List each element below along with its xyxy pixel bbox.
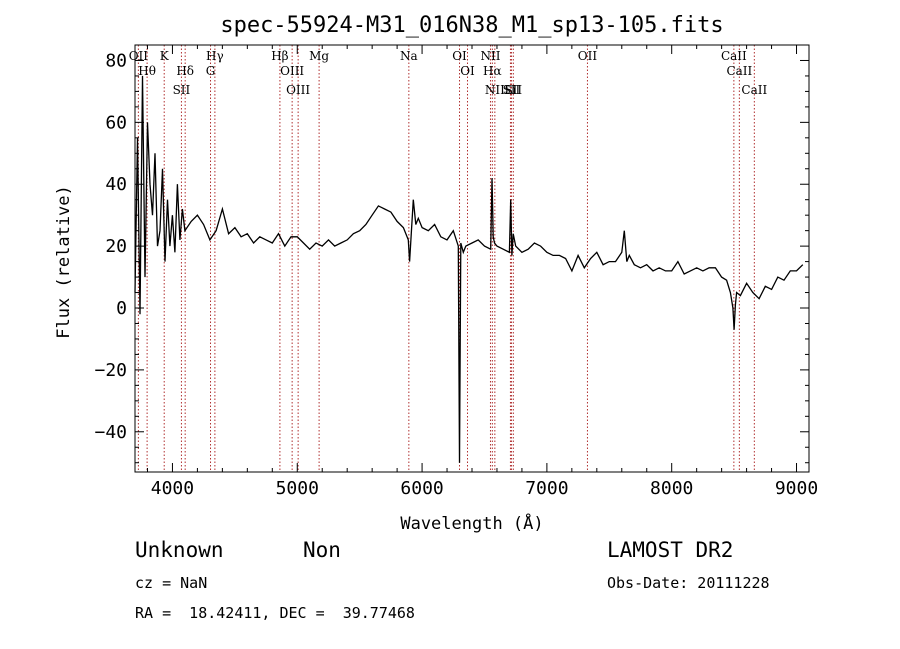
- y-axis-label: Flux (relative): [54, 185, 74, 339]
- x-tick-label: 4000: [151, 478, 194, 499]
- x-tick-label: 6000: [400, 478, 443, 499]
- y-tick-label: 20: [105, 236, 127, 257]
- y-tick-label: 60: [105, 112, 127, 133]
- x-axis-ticks: 4000 5000 6000 7000 8000 9000: [146, 45, 818, 499]
- reference-line-label: Hδ: [176, 64, 194, 78]
- reference-line-label: Hβ: [271, 49, 288, 63]
- x-tick-label: 9000: [775, 478, 818, 499]
- reference-line-label: CaII: [741, 83, 767, 97]
- y-tick-label: 80: [105, 50, 127, 71]
- reference-line-label: Hγ: [206, 49, 224, 63]
- reference-line-label: K: [160, 49, 170, 63]
- y-tick-label: −20: [94, 360, 127, 381]
- reference-line-label: OIII: [280, 64, 304, 78]
- reference-line-label: G: [206, 64, 216, 78]
- x-tick-label: 5000: [276, 478, 319, 499]
- reference-line-label: OI: [452, 49, 467, 63]
- subclass-label: Non: [303, 538, 341, 562]
- reference-line-label: SII: [503, 83, 521, 97]
- y-tick-label: 0: [116, 298, 127, 319]
- redshift-label: cz = NaN: [135, 574, 208, 592]
- reference-line-label: OI: [460, 64, 475, 78]
- reference-line-label: CaII: [721, 49, 747, 63]
- reference-line-label: Hα: [483, 64, 502, 78]
- obs-date-label: Obs-Date: 20111228: [607, 574, 770, 592]
- reference-lines: [137, 45, 755, 472]
- reference-line-label: Li: [505, 83, 517, 97]
- reference-line-label: NII: [485, 83, 505, 97]
- reference-line-label: NII: [480, 49, 500, 63]
- spectrum-line: [134, 75, 804, 463]
- y-axis-ticks: −40 −20 0 20 40 60 80: [94, 50, 809, 464]
- reference-line-label: Mg: [309, 49, 329, 63]
- class-label: Unknown: [135, 538, 224, 562]
- y-tick-label: 40: [105, 174, 127, 195]
- reference-line-label: OII: [578, 49, 598, 63]
- chart-title: spec-55924-M31_016N38_M1_sp13-105.fits: [220, 13, 723, 38]
- reference-line-label: Hθ: [138, 64, 156, 78]
- survey-label: LAMOST DR2: [607, 538, 734, 562]
- x-tick-label: 7000: [525, 478, 568, 499]
- x-tick-label: 8000: [650, 478, 693, 499]
- reference-line-label: OII: [129, 49, 149, 63]
- y-tick-label: −40: [94, 422, 127, 443]
- reference-line-label: OIII: [286, 83, 310, 97]
- reference-line-label: Na: [400, 49, 418, 63]
- reference-line-label: CaII: [726, 64, 752, 78]
- coordinates-label: RA = 18.42411, DEC = 39.77468: [135, 604, 415, 622]
- reference-line-label: SII: [504, 83, 522, 97]
- plot-frame: [134, 44, 810, 473]
- reference-line-label: SII: [173, 83, 191, 97]
- x-axis-label: Wavelength (Å): [400, 512, 543, 534]
